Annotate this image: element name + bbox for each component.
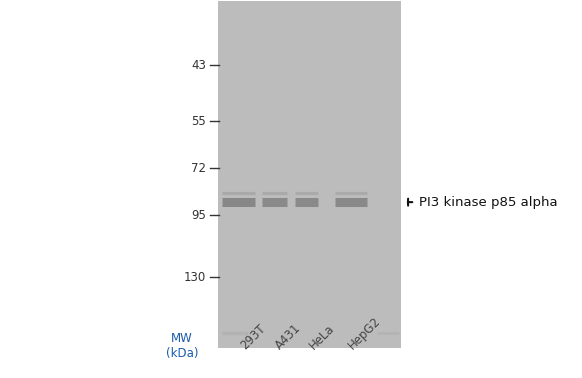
Text: 130: 130 — [183, 271, 206, 284]
Text: HeLa: HeLa — [307, 322, 338, 352]
Bar — [218, 2, 402, 349]
Text: HepG2: HepG2 — [346, 314, 383, 352]
Text: PI3 kinase p85 alpha: PI3 kinase p85 alpha — [419, 196, 558, 209]
Text: MW
(kDa): MW (kDa) — [166, 332, 198, 359]
Text: 293T: 293T — [238, 322, 268, 352]
Text: 55: 55 — [191, 115, 206, 128]
Text: 43: 43 — [191, 59, 206, 72]
Text: A431: A431 — [272, 322, 303, 352]
Text: 72: 72 — [191, 162, 206, 175]
Text: 95: 95 — [191, 209, 206, 222]
